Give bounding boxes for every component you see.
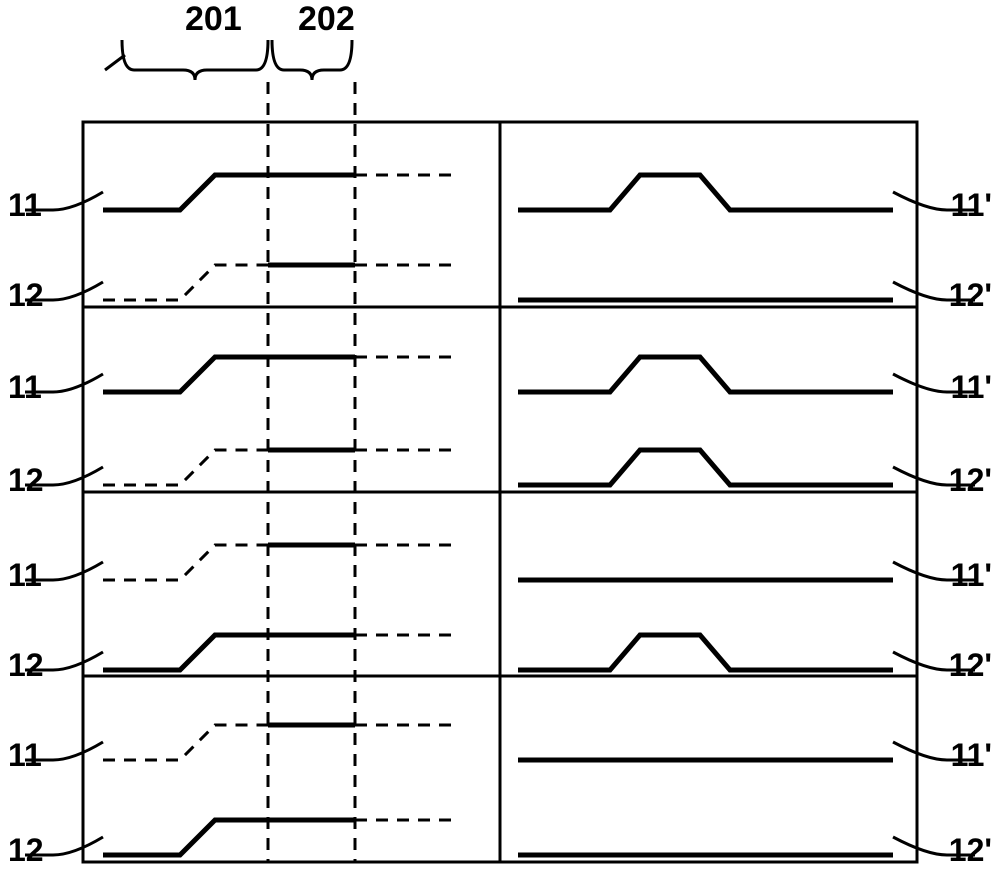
left-signal-r3-s1 [103,820,268,855]
row-label-right: 12' [949,832,992,868]
left-signal-r1-s0 [103,357,268,392]
top-label-201: 201 [185,0,242,38]
top-label-202: 202 [298,0,355,38]
row-label-right: 11' [951,557,992,593]
row-label-right: 11' [951,187,992,223]
left-signal-r2-s1 [103,635,268,670]
right-signal-r2-s1 [518,635,893,670]
row-label-left: 11 [8,187,42,223]
row-label-left: 11 [8,369,42,405]
row-label-left: 12 [8,277,44,313]
row-label-right: 11' [951,737,992,773]
row-label-left: 12 [8,647,44,683]
left-signal-r2-s0 [103,545,268,580]
right-signal-r0-s0 [518,175,893,210]
brace-201 [122,40,268,80]
row-label-right: 12' [949,277,992,313]
row-label-right: 12' [949,462,992,498]
row-label-right: 12' [949,647,992,683]
row-label-left: 12 [8,462,44,498]
right-signal-r1-s1 [518,450,893,485]
brace-202 [272,40,352,80]
row-label-left: 12 [8,832,44,868]
row-label-left: 11 [8,737,42,773]
left-signal-r0-s0 [103,175,268,210]
left-signal-r3-s0 [103,725,268,760]
right-signal-r1-s0 [518,357,893,392]
row-label-right: 11' [951,369,992,405]
left-signal-r0-s1 [103,265,268,300]
left-signal-r1-s1 [103,450,268,485]
brace-201-leader [105,55,125,70]
row-label-left: 11 [8,557,42,593]
